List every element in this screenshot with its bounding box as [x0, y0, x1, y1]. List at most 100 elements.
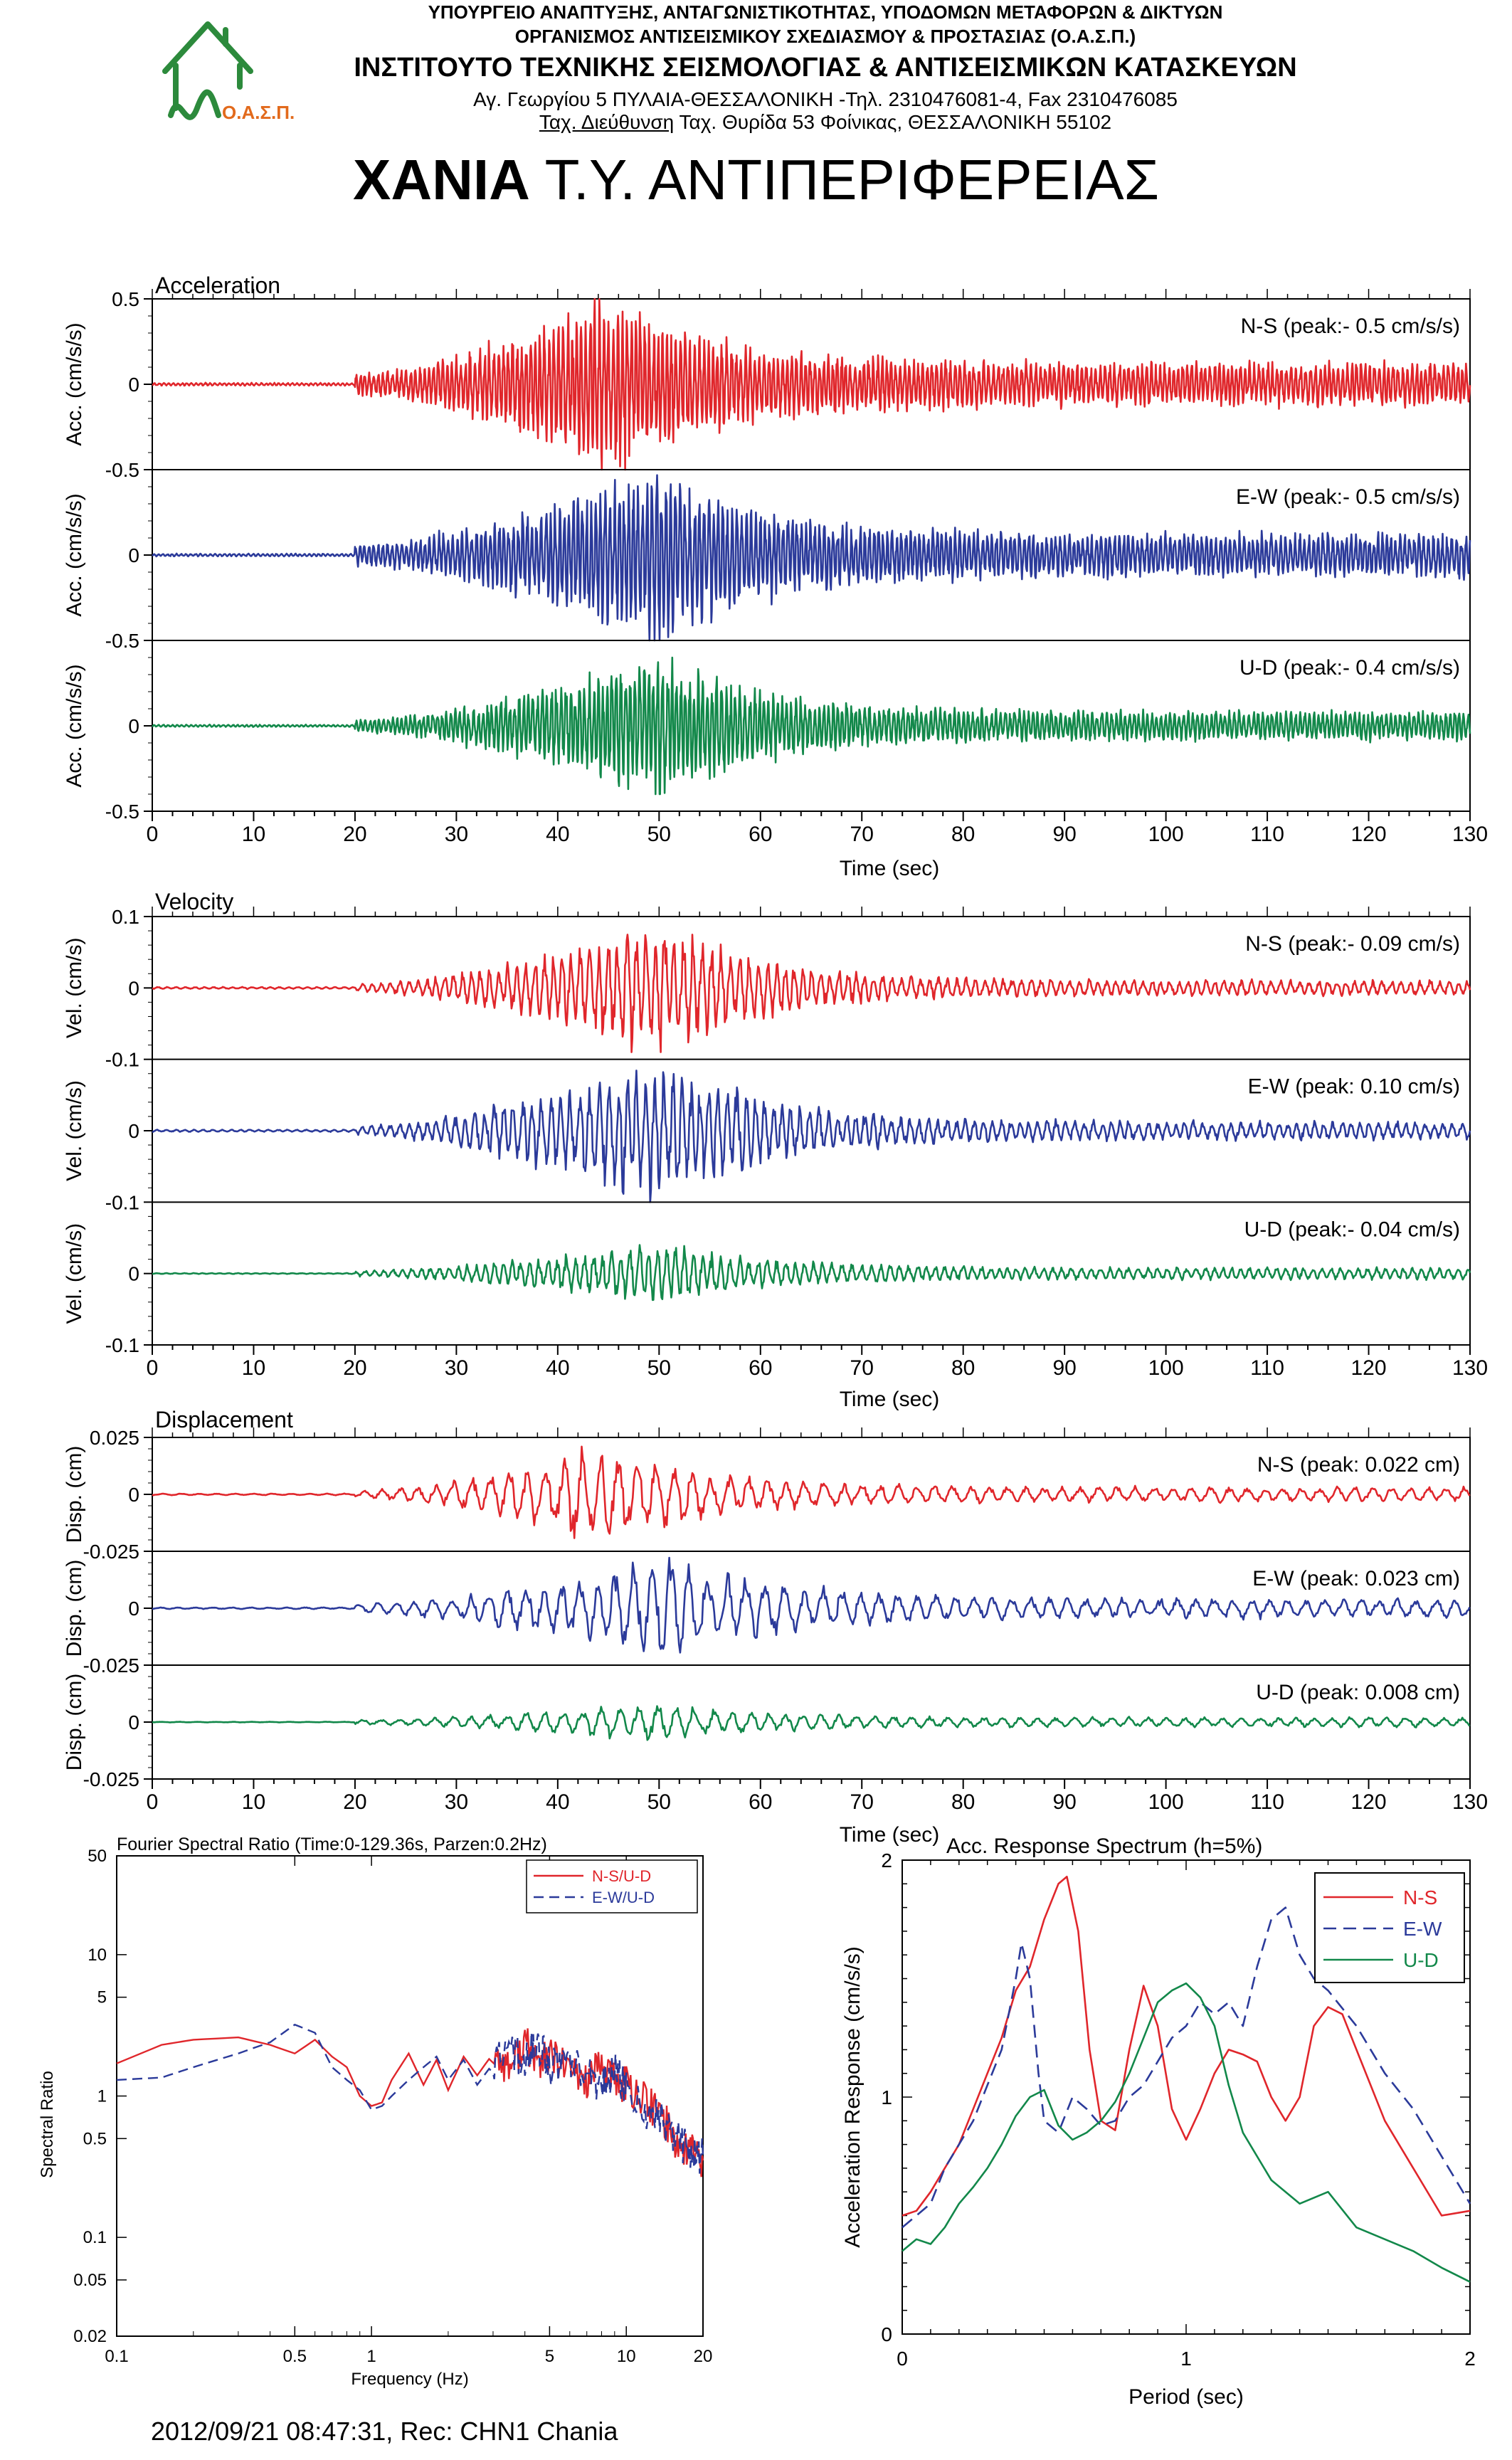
x-tick-label: 30: [445, 1790, 468, 1814]
y-tick-label: 0: [128, 1263, 139, 1285]
x-tick-label: 70: [850, 1790, 874, 1814]
trace-e-w: [152, 474, 1471, 642]
peak-annotation: E-W (peak: 0.023 cm): [1252, 1567, 1460, 1590]
panel-title: Displacement: [155, 1407, 293, 1432]
panel-title: Velocity: [155, 889, 233, 914]
letterhead: Ο.Α.Σ.Π. ΥΠΟΥΡΓΕΙΟ ΑΝΑΠΤΥΞΗΣ, ΑΝΤΑΓΩΝΙΣΤ…: [0, 0, 1512, 142]
y-tick-label: -0.5: [105, 459, 139, 481]
trace-e-w: [152, 1070, 1471, 1203]
x-tick-label: 2: [1464, 2348, 1476, 2370]
trace-e-w: [152, 1556, 1471, 1654]
y-tick-label: -0.1: [105, 1049, 139, 1071]
y-tick-label: 1: [97, 2087, 107, 2106]
x-axis-label: Time (sec): [840, 1388, 940, 1411]
x-tick-label: 110: [1250, 823, 1284, 846]
y-tick-label: 2: [881, 1849, 892, 1872]
y-axis-label: Disp. (cm): [63, 1674, 86, 1771]
ministry-line: ΥΠΟΥΡΓΕΙΟ ΑΝΑΠΤΥΞΗΣ, ΑΝΤΑΓΩΝΙΣΤΙΚΟΤΗΤΑΣ,…: [428, 1, 1223, 23]
chart-title: Fourier Spectral Ratio (Time:0-129.36s, …: [117, 1835, 547, 1854]
x-tick-label: 20: [343, 823, 366, 846]
x-tick-label: 10: [617, 2347, 636, 2366]
peak-annotation: U-D (peak:- 0.4 cm/s/s): [1239, 656, 1460, 680]
y-tick-label: 0: [128, 1598, 139, 1620]
x-tick-label: 120: [1351, 823, 1387, 846]
x-tick-label: 0: [147, 1790, 159, 1814]
y-tick-label: -0.025: [83, 1541, 139, 1563]
svg-text:Ο.Α.Σ.Π.: Ο.Α.Σ.Π.: [222, 102, 295, 123]
x-tick-label: 1: [366, 2347, 376, 2366]
x-tick-label: 50: [647, 1356, 671, 1380]
x-tick-label: 10: [242, 1356, 265, 1380]
legend-box: [526, 1859, 698, 1913]
x-tick-label: 120: [1351, 1790, 1387, 1814]
page-title: ΧΑΝΙΑ Τ.Υ. ΑΝΤΙΠΕΡΙΦΕΡΕΙΑΣ: [0, 146, 1512, 214]
y-tick-label: 0.5: [112, 288, 139, 310]
y-tick-label: -0.025: [83, 1768, 139, 1790]
y-axis-label: Acc. (cm/s/s): [63, 664, 86, 787]
x-tick-label: 60: [749, 1790, 772, 1814]
spectrum-line-u-d: [902, 1982, 1471, 2283]
y-tick-label: 0: [128, 1120, 139, 1142]
y-axis-label: Vel. (cm/s): [63, 937, 86, 1038]
trace-u-d: [152, 1244, 1471, 1302]
peak-annotation: E-W (peak:- 0.5 cm/s/s): [1236, 485, 1460, 509]
y-axis-label: Vel. (cm/s): [63, 1223, 86, 1324]
y-tick-label: -0.5: [105, 630, 139, 652]
x-axis-label: Time (sec): [840, 1823, 940, 1847]
station-location: Τ.Υ. ΑΝΤΙΠΕΡΙΦΕΡΕΙΑΣ: [529, 148, 1160, 211]
x-tick-label: 10: [242, 1790, 265, 1814]
y-tick-label: 0.02: [73, 2327, 107, 2346]
y-axis-label: Acc. (cm/s/s): [63, 493, 86, 616]
x-tick-label: 90: [1052, 1356, 1076, 1380]
x-tick-label: 50: [647, 823, 671, 846]
peak-annotation: E-W (peak: 0.10 cm/s): [1248, 1075, 1460, 1099]
x-tick-label: 130: [1452, 1356, 1488, 1380]
x-tick-label: 90: [1052, 1790, 1076, 1814]
y-tick-label: 5: [97, 1988, 107, 2007]
peak-annotation: N-S (peak:- 0.09 cm/s): [1245, 932, 1460, 956]
spectrum-line-n-s: [902, 1876, 1471, 2217]
x-tick-label: 20: [694, 2347, 713, 2366]
x-tick-label: 0: [897, 2348, 908, 2370]
institute-line: ΙΝΣΤΙΤΟΥΤΟ ΤΕΧΝΙΚΗΣ ΣΕΙΣΜΟΛΟΓΙΑΣ & ΑΝΤΙΣ…: [354, 53, 1297, 83]
x-tick-label: 30: [445, 823, 468, 846]
y-tick-label: -0.1: [105, 1334, 139, 1356]
y-tick-label: 0: [128, 374, 139, 396]
x-tick-label: 100: [1148, 1356, 1184, 1380]
y-tick-label: -0.025: [83, 1654, 139, 1677]
y-tick-label: 0: [128, 715, 139, 737]
x-tick-label: 80: [951, 1790, 975, 1814]
y-tick-label: 0: [128, 1711, 139, 1733]
y-tick-label: 0.025: [90, 1427, 139, 1449]
x-tick-label: 70: [850, 823, 874, 846]
address-line: Αγ. Γεωργίου 5 ΠΥΛΑΙΑ-ΘΕΣΣΑΛΟΝΙΚΗ -Τηλ. …: [473, 88, 1178, 110]
trace-u-d: [152, 656, 1471, 796]
x-tick-label: 5: [545, 2347, 554, 2366]
legend-label: E-W/U-D: [592, 1889, 655, 1906]
x-tick-label: 1: [1180, 2348, 1192, 2370]
x-tick-label: 50: [647, 1790, 671, 1814]
y-axis-label: Acceleration Response (cm/s/s): [841, 1946, 865, 2248]
x-tick-label: 80: [951, 1356, 975, 1380]
x-tick-label: 110: [1250, 1790, 1284, 1814]
x-axis-label: Period (sec): [1128, 2385, 1244, 2409]
x-tick-label: 20: [343, 1790, 366, 1814]
peak-annotation: N-S (peak: 0.022 cm): [1257, 1453, 1460, 1477]
panel-title: Acceleration: [155, 273, 280, 298]
spectrum-line-e-w: [902, 1906, 1471, 2229]
x-tick-label: 20: [343, 1356, 366, 1380]
x-tick-label: 30: [445, 1356, 468, 1380]
legend-label: N-S: [1403, 1886, 1437, 1909]
y-tick-label: 0.1: [83, 2228, 107, 2247]
trace-u-d: [152, 1705, 1471, 1741]
y-axis-label: Disp. (cm): [63, 1446, 86, 1543]
y-tick-label: 1: [881, 2086, 892, 2108]
x-tick-label: 100: [1148, 823, 1184, 846]
organization-line: ΟΡΓΑΝΙΣΜΟΣ ΑΝΤΙΣΕΙΣΜΙΚΟΥ ΣΧΕΔΙΑΣΜΟΥ & ΠΡ…: [514, 26, 1136, 47]
x-tick-label: 60: [749, 1356, 772, 1380]
y-tick-label: 0.05: [73, 2271, 107, 2290]
legend-label: U-D: [1403, 1949, 1439, 1971]
x-tick-label: 0.5: [283, 2347, 307, 2366]
y-tick-label: 0: [881, 2323, 892, 2345]
y-axis-label: Spectral Ratio: [38, 2071, 57, 2178]
